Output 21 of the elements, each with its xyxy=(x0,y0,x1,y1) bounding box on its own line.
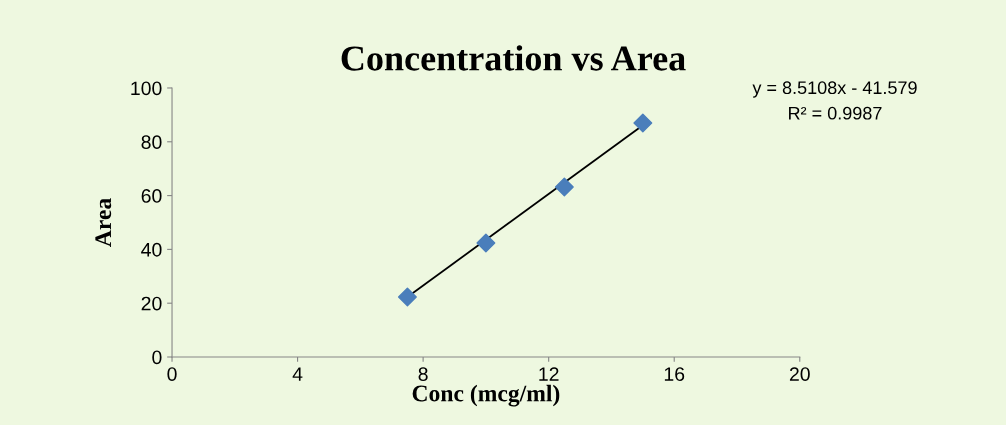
annotation: R² = 0.9987 xyxy=(789,106,882,120)
annotation: y = 8.5108x - 41.579 xyxy=(752,81,917,98)
point xyxy=(397,287,417,307)
x-axis-title: Conc (mcg/ml) xyxy=(412,384,560,407)
y-axis-title: Area xyxy=(95,198,112,247)
point xyxy=(554,177,574,197)
x-tick-label: 8 xyxy=(418,367,428,381)
point xyxy=(633,113,653,133)
y-tick-label: 20 xyxy=(141,296,162,311)
y-tick-label: 0 xyxy=(152,350,162,365)
x-tick-label: 4 xyxy=(292,367,303,381)
x-tick-label: 20 xyxy=(789,367,810,381)
x-tick-label: 0 xyxy=(167,367,177,381)
y-tick-label: 80 xyxy=(141,135,162,150)
x-tick-label: 16 xyxy=(664,367,685,381)
y-tick-label: 40 xyxy=(141,242,162,257)
x-tick-label: 12 xyxy=(539,367,559,381)
chart-title: Concentration vs Area xyxy=(341,45,686,71)
y-tick-label: 100 xyxy=(131,81,162,96)
y-tick-label: 60 xyxy=(141,189,162,203)
point xyxy=(476,233,496,253)
